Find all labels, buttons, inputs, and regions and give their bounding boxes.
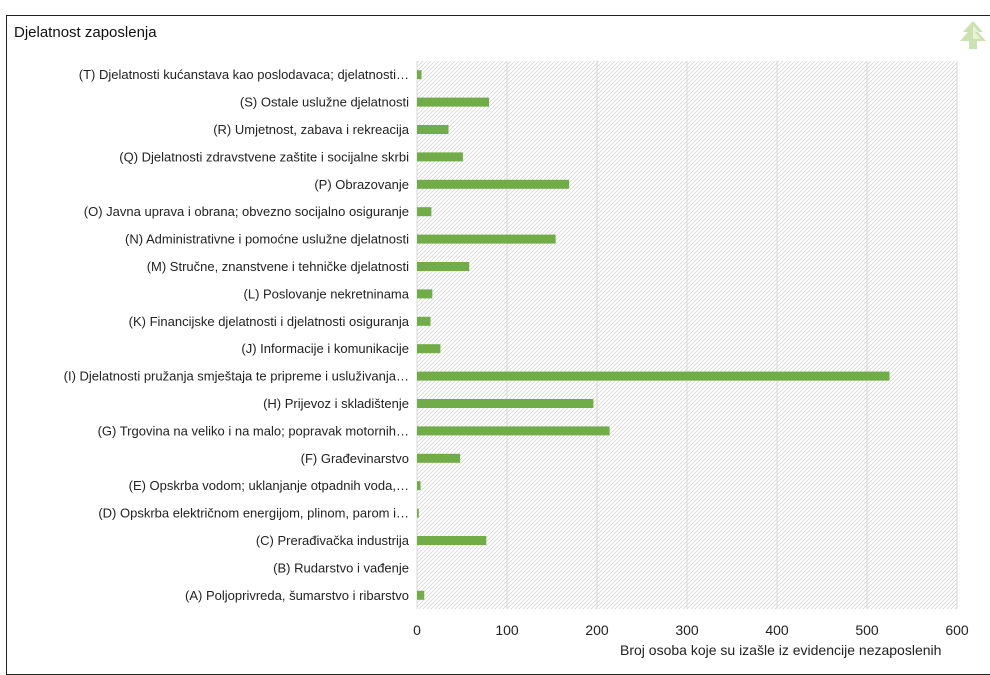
x-tick-label: 400 xyxy=(765,622,789,638)
bar xyxy=(417,262,470,271)
bar xyxy=(417,371,890,381)
bar xyxy=(417,536,487,545)
category-label: (B) Rudarstvo i vađenje xyxy=(273,560,409,575)
bar-chart: (T) Djelatnosti kućanstava kao poslodava… xyxy=(64,61,969,658)
category-label: (D) Opskrba električnom energijom, plino… xyxy=(98,506,409,521)
tree-logo-icon xyxy=(957,20,990,55)
bar xyxy=(417,508,419,518)
bar xyxy=(417,399,594,408)
bar xyxy=(417,179,570,189)
category-label: (Q) Djelatnosti zdravstvene zaštite i so… xyxy=(119,149,409,164)
category-label: (K) Financijske djelatnosti i djelatnost… xyxy=(129,314,410,329)
bar xyxy=(417,316,431,326)
bar xyxy=(417,152,463,162)
category-label: (J) Informacije i komunikacije xyxy=(241,341,409,356)
bar xyxy=(417,207,432,217)
x-tick-label: 500 xyxy=(855,622,879,638)
bar xyxy=(417,426,610,436)
category-label: (O) Javna uprava i obrana; obvezno socij… xyxy=(84,204,409,219)
bar xyxy=(417,234,556,244)
category-label: (I) Djelatnosti pružanja smještaja te pr… xyxy=(64,369,409,384)
bar xyxy=(417,590,425,600)
category-label: (C) Prerađivačka industrija xyxy=(256,533,410,548)
category-label: (G) Trgovina na veliko i na malo; poprav… xyxy=(98,423,409,438)
chart-title: Djelatnost zaposlenja xyxy=(14,24,157,41)
gridlines xyxy=(416,61,958,609)
category-label: (N) Administrativne i pomoćne uslužne dj… xyxy=(125,232,409,247)
x-tick-labels: 0 100 200 300 400 500 600 xyxy=(413,622,969,638)
category-labels: (T) Djelatnosti kućanstava kao poslodava… xyxy=(64,67,410,603)
bar xyxy=(417,125,449,134)
bar xyxy=(417,481,421,491)
category-label: (A) Poljoprivreda, šumarstvo i ribarstvo xyxy=(185,588,409,603)
bars xyxy=(417,70,890,600)
bar xyxy=(417,97,489,107)
category-label: (M) Stručne, znanstvene i tehničke djela… xyxy=(147,259,409,274)
category-label: (F) Građevinarstvo xyxy=(301,451,409,466)
bar xyxy=(417,70,422,80)
category-label: (H) Prijevoz i skladištenje xyxy=(263,396,409,411)
category-label: (L) Poslovanje nekretninama xyxy=(244,286,410,301)
x-tick-label: 0 xyxy=(413,622,421,638)
category-label: (E) Opskrba vodom; uklanjanje otpadnih v… xyxy=(129,478,409,493)
x-tick-label: 200 xyxy=(585,622,609,638)
category-label: (R) Umjetnost, zabava i rekreacija xyxy=(213,122,410,137)
x-tick-label: 600 xyxy=(945,622,969,638)
x-tick-label: 100 xyxy=(495,622,519,638)
bar xyxy=(417,289,433,299)
x-axis-title: Broj osoba koje su izašle iz evidencije … xyxy=(620,642,941,658)
bar xyxy=(417,344,441,354)
category-label: (P) Obrazovanje xyxy=(314,177,409,192)
bar xyxy=(417,453,461,463)
x-tick-label: 300 xyxy=(675,622,699,638)
category-label: (T) Djelatnosti kućanstava kao poslodava… xyxy=(79,67,409,82)
category-label: (S) Ostale uslužne djelatnosti xyxy=(240,95,409,110)
